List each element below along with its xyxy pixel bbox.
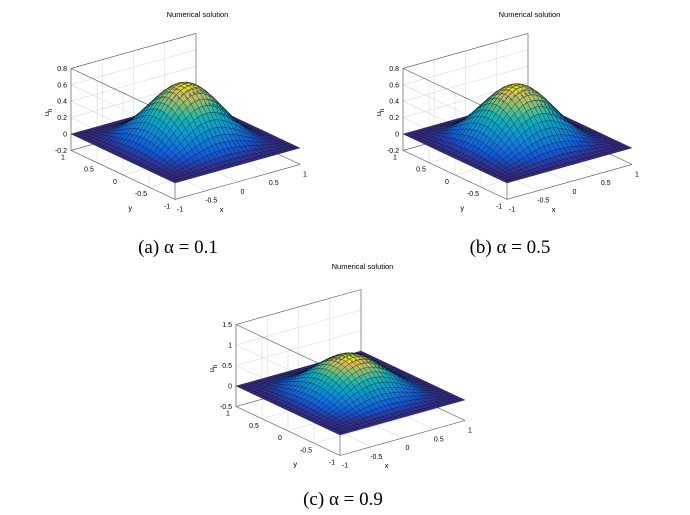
- y-tick-label: 0.5: [249, 423, 259, 430]
- z-tick-label: 0.4: [389, 99, 399, 106]
- y-tick-label: -0.5: [300, 447, 312, 454]
- z-tick-label: 0.2: [57, 115, 67, 122]
- surface-plot-2: Numerical solution -0.2 0 0.2 0.4 0.6 0.8 uh 1 0.…: [374, 10, 639, 214]
- axis-edge: [402, 33, 529, 69]
- y-axis-label: y: [460, 204, 464, 213]
- x-tick-label: -0.5: [537, 198, 549, 205]
- x-tick-label: 0.5: [601, 180, 611, 187]
- chart-title: Numerical solution: [332, 262, 394, 271]
- y-axis-label: y: [128, 204, 132, 213]
- x-tick-label: 0.5: [269, 180, 279, 187]
- surface-patch: [291, 146, 301, 150]
- chart-title: Numerical solution: [499, 10, 561, 19]
- z-axis-label: uh: [374, 109, 386, 117]
- z-tick-label: 1.5: [222, 322, 232, 329]
- axis-edge: [402, 150, 508, 200]
- surface-plot-3: Numerical solution -0.5 0 0.5 1 1.5 uh 1 0.5 0 -0.…: [207, 262, 472, 470]
- axis-edge: [506, 164, 633, 200]
- y-tick-label: 0: [113, 179, 117, 186]
- grid-line: [70, 49, 197, 86]
- y-tick-label: 1: [393, 154, 397, 161]
- x-tick-label: 0: [573, 189, 577, 196]
- grid-line: [402, 65, 529, 102]
- grid-line: [70, 65, 197, 102]
- x-tick-label: 1: [635, 171, 639, 178]
- y-tick-label: 0.5: [84, 167, 94, 174]
- y-tick-label: 0.5: [416, 167, 426, 174]
- surface-mesh: [402, 83, 633, 184]
- caption-3: (c) α = 0.9: [303, 489, 383, 510]
- z-tick-label: 0.2: [389, 115, 399, 122]
- x-tick-label: -1: [509, 206, 515, 213]
- y-axis-label: y: [293, 460, 297, 469]
- z-tick-label: 0.8: [57, 66, 67, 73]
- axis-edge: [339, 420, 466, 456]
- y-tick-label: 1: [226, 411, 230, 418]
- axis-edge: [70, 33, 197, 69]
- grid-line: [235, 309, 362, 346]
- x-tick-label: 1: [468, 428, 472, 435]
- z-axis-label: uh: [42, 109, 54, 117]
- caption-1: (a) α = 0.1: [138, 237, 218, 258]
- x-tick-label: 0.5: [434, 436, 444, 443]
- surface-mesh: [235, 350, 466, 436]
- x-axis-label: x: [552, 205, 556, 214]
- surface-patch: [623, 146, 633, 150]
- z-tick-label: 0.8: [389, 66, 399, 73]
- y-tick-label: 0: [278, 435, 282, 442]
- x-tick-label: 0: [406, 445, 410, 452]
- axis-edge: [235, 289, 362, 325]
- y-tick-label: -0.5: [467, 191, 479, 198]
- x-tick-label: -0.5: [205, 198, 217, 205]
- x-tick-label: -0.5: [370, 454, 382, 461]
- z-tick-label: 0: [228, 384, 232, 391]
- z-tick-label: 0.4: [57, 99, 67, 106]
- grid-line: [235, 330, 362, 366]
- chart-title: Numerical solution: [167, 10, 229, 19]
- z-tick-label: -0.2: [55, 148, 67, 155]
- y-tick-label: -1: [164, 203, 170, 210]
- caption-2: (b) α = 0.5: [470, 237, 551, 258]
- x-tick-label: 1: [303, 171, 307, 178]
- axis-edge: [70, 150, 176, 200]
- x-tick-label: -1: [342, 463, 348, 470]
- z-tick-label: 0: [63, 132, 67, 139]
- x-axis-label: x: [385, 461, 389, 470]
- z-tick-label: 0.6: [389, 82, 399, 89]
- surface-mesh: [70, 81, 301, 184]
- x-tick-label: 0: [241, 189, 245, 196]
- x-axis-label: x: [220, 205, 224, 214]
- axis-edge: [235, 406, 341, 456]
- y-tick-label: 1: [61, 154, 65, 161]
- z-tick-label: 0.5: [222, 363, 232, 370]
- grid-line: [402, 49, 529, 86]
- axis-edge: [174, 164, 301, 200]
- z-tick-label: 1: [228, 343, 232, 350]
- z-tick-label: -0.2: [387, 148, 399, 155]
- z-axis-label: uh: [207, 365, 219, 373]
- z-tick-label: 0.6: [57, 82, 67, 89]
- z-tick-label: 0: [395, 132, 399, 139]
- surface-plot-1: Numerical solution -0.2 0 0.2 0.4 0.6 0.8 uh 1 0.…: [42, 10, 307, 214]
- y-tick-label: -1: [496, 203, 502, 210]
- y-tick-label: 0: [445, 179, 449, 186]
- y-tick-label: -0.5: [135, 191, 147, 198]
- y-tick-label: -1: [329, 460, 335, 467]
- x-tick-label: -1: [177, 206, 183, 213]
